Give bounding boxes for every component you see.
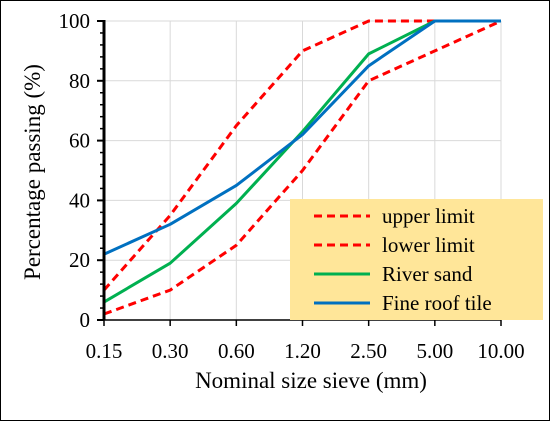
x-tick-label: 10.00 <box>477 339 524 363</box>
series-line-lower-limit <box>103 19 502 316</box>
y-tick-label: 100 <box>59 9 91 33</box>
y-axis-title: Percentage passing (%) <box>20 64 45 280</box>
x-tick-label: 0.15 <box>86 339 123 363</box>
x-tick-label: 1.20 <box>284 339 321 363</box>
y-tick-label: 0 <box>80 308 91 332</box>
y-tick-label: 40 <box>69 188 90 212</box>
tick-labels: 0 20 40 60 80 100 0.15 0.30 0.60 1.20 2.50 5.00 10.0… <box>59 9 525 363</box>
legend-label: River sand <box>382 262 473 286</box>
legend-label: lower limit <box>382 233 475 257</box>
legend-label: Fine roof tile <box>382 291 492 315</box>
x-tick-label: 0.60 <box>218 339 255 363</box>
legend-label: upper limit <box>382 204 475 228</box>
series-lines <box>102 19 502 316</box>
x-tick-label: 2.50 <box>350 339 387 363</box>
y-tick-label: 80 <box>69 69 90 93</box>
y-tick-label: 20 <box>69 248 90 272</box>
x-tick-label: 5.00 <box>416 339 453 363</box>
y-tick-label: 60 <box>69 129 90 153</box>
legend-box <box>290 199 543 320</box>
x-tick-label: 0.30 <box>152 339 189 363</box>
x-axis-title: Nominal size sieve (mm) <box>195 368 427 393</box>
legend: upper limit lower limit River sand Fine roo… <box>290 199 543 320</box>
series-line-fine-roof-tile <box>103 19 501 256</box>
